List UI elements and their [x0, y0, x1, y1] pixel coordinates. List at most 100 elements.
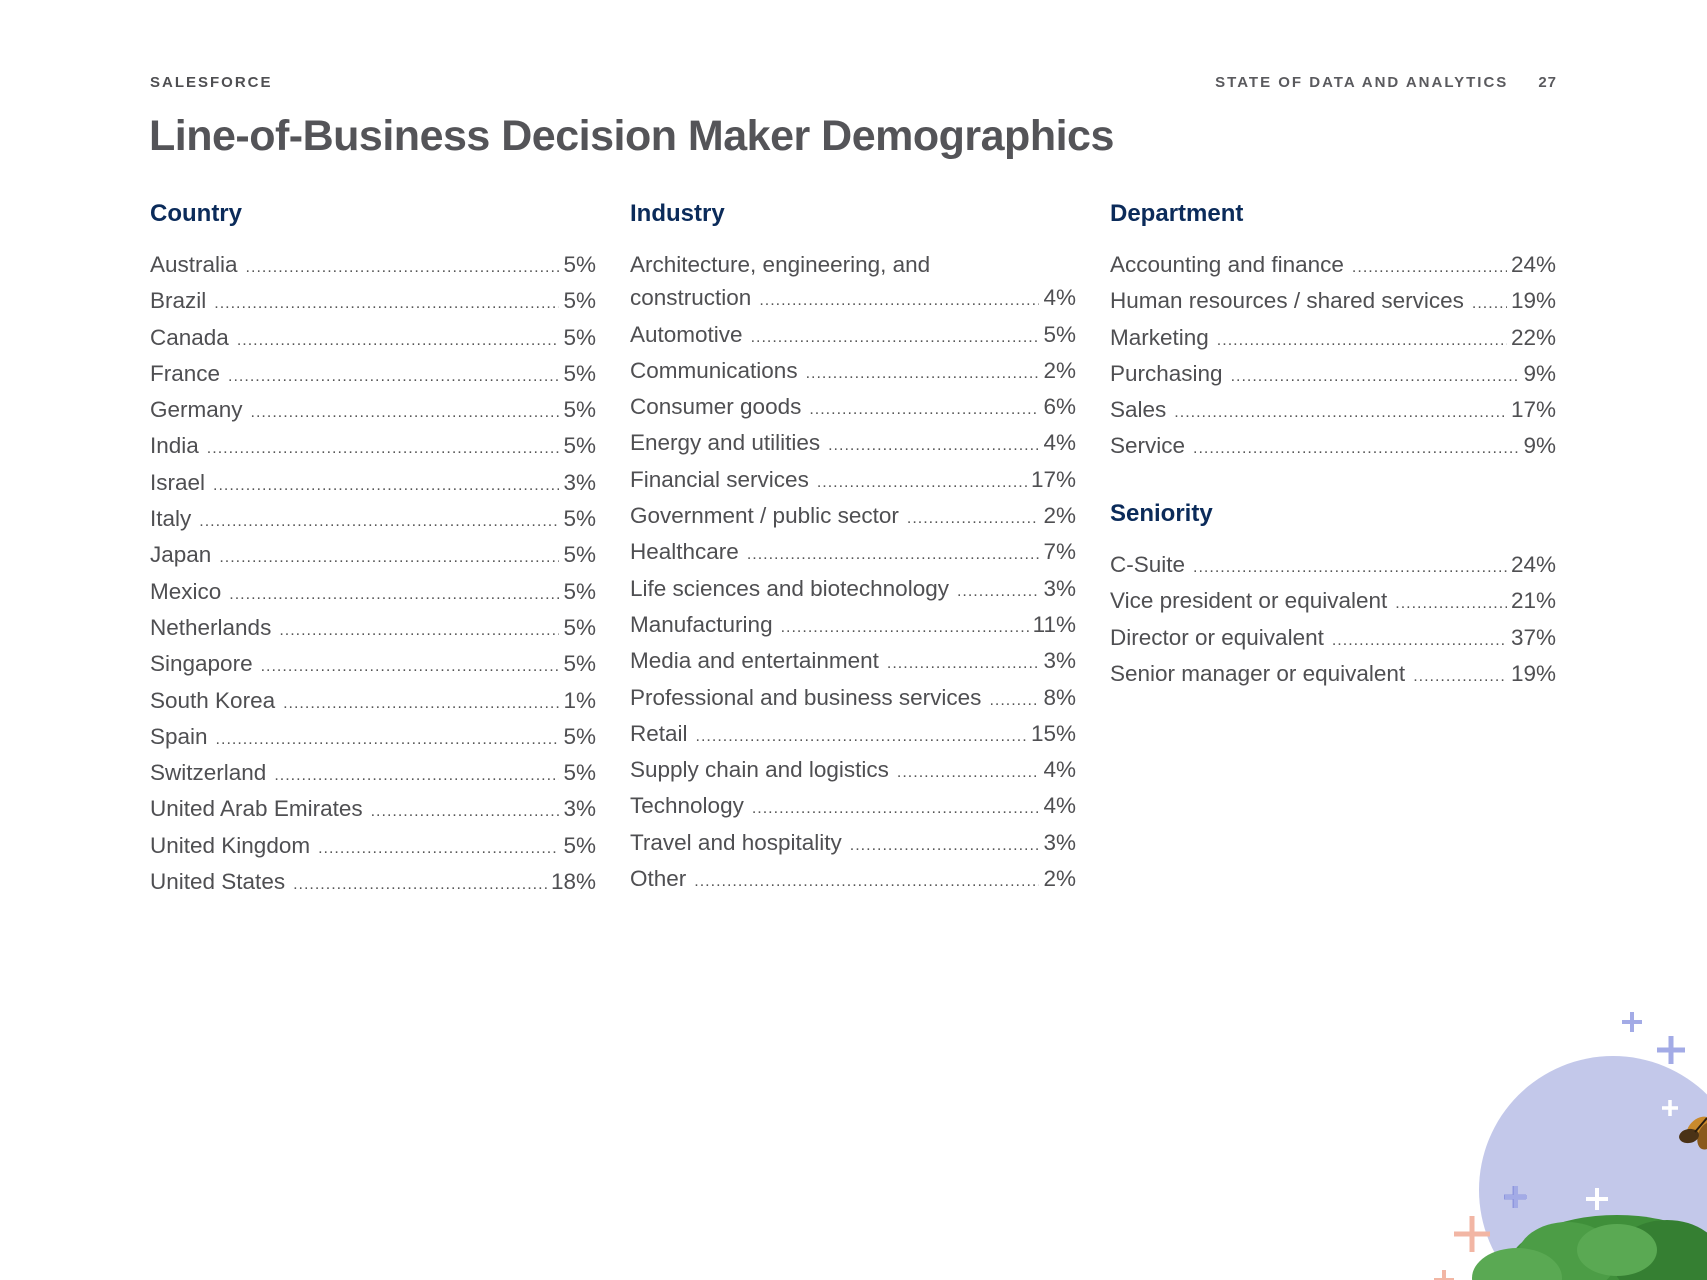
item-value: 3%: [1043, 648, 1076, 674]
item-value: 5%: [563, 542, 596, 568]
dot-leader: [752, 792, 1040, 825]
item-value: 5%: [563, 360, 596, 386]
list-item: Sales 17%: [1110, 393, 1556, 429]
item-value: 5%: [563, 614, 596, 640]
dot-leader: [246, 251, 560, 284]
item-value: 4%: [1043, 430, 1076, 456]
item-value: 3%: [563, 469, 596, 495]
item-label: Manufacturing: [630, 611, 773, 637]
item-label: Canada: [150, 324, 229, 350]
list-item: Canada 5%: [150, 321, 596, 357]
item-label: South Korea: [150, 687, 276, 713]
list-item: Brazil 5%: [150, 284, 596, 320]
list-item: Mexico 5%: [150, 575, 596, 611]
item-value: 2%: [1043, 866, 1076, 892]
dot-leader: [318, 832, 559, 865]
dot-leader: [828, 429, 1039, 462]
item-label: Energy and utilities: [630, 430, 821, 456]
list-item: Marketing 22%: [1110, 321, 1556, 357]
country-list: Australia5%Brazil5%Canada5%France5%Germa…: [150, 248, 596, 901]
list-item: construction 4%: [630, 281, 1076, 317]
dot-leader: [216, 723, 560, 756]
dot-leader: [1231, 360, 1520, 393]
item-value: 5%: [563, 433, 596, 459]
list-item: United Kingdom 5%: [150, 829, 596, 865]
list-item: Australia 5%: [150, 248, 596, 284]
item-label: construction: [630, 285, 752, 311]
list-item: India 5%: [150, 429, 596, 465]
item-label: Government / public sector: [630, 503, 899, 529]
item-label: Vice president or equivalent: [1110, 588, 1388, 614]
item-label: Israel: [150, 469, 206, 495]
list-item: Singapore 5%: [150, 647, 596, 683]
country-section: Country Australia5%Brazil5%Canada5%Franc…: [150, 198, 596, 901]
list-item: Energy and utilities 4%: [630, 426, 1076, 462]
item-value: 11%: [1032, 611, 1076, 637]
list-item: Japan 5%: [150, 538, 596, 574]
dot-leader: [1217, 324, 1507, 357]
dot-leader: [1472, 287, 1507, 320]
industry-list: construction 4% Automotive 5% Communications…: [630, 281, 1076, 898]
list-item: Consumer goods 6%: [630, 390, 1076, 426]
dot-leader: [274, 759, 559, 792]
item-label: Travel and hospitality: [630, 829, 842, 855]
item-value: 5%: [563, 651, 596, 677]
dot-leader: [817, 466, 1027, 499]
dot-leader: [809, 393, 1039, 426]
list-item: Senior manager or equivalent 19%: [1110, 657, 1556, 693]
item-label: Financial services: [630, 466, 809, 492]
item-label: United States: [150, 869, 286, 895]
report-title: STATE OF DATA AND ANALYTICS: [1215, 74, 1509, 91]
item-value: 17%: [1030, 466, 1076, 492]
dot-leader: [1174, 396, 1507, 429]
item-value: 5%: [563, 832, 596, 858]
dot-leader: [696, 720, 1027, 753]
item-value: 17%: [1510, 397, 1556, 423]
item-value: 5%: [563, 252, 596, 277]
dot-leader: [219, 541, 559, 574]
dot-leader: [1352, 251, 1507, 284]
list-item: Communications 2%: [630, 354, 1076, 390]
item-label: Japan: [150, 542, 212, 568]
item-value: 6%: [1043, 394, 1076, 420]
item-label: India: [150, 433, 199, 459]
item-value: 3%: [563, 796, 596, 822]
item-value: 9%: [1523, 360, 1556, 386]
country-heading: Country: [150, 200, 242, 227]
item-value: 8%: [1043, 684, 1076, 710]
item-value: 21%: [1510, 588, 1556, 614]
dot-leader: [207, 432, 560, 465]
item-value: 24%: [1510, 552, 1556, 577]
dot-leader: [237, 324, 560, 357]
list-item: Technology 4%: [630, 789, 1076, 825]
list-item: United Arab Emirates 3%: [150, 792, 596, 828]
page-title: Line-of-Business Decision Maker Demograp…: [149, 112, 1114, 160]
dot-leader: [199, 505, 559, 538]
industry-wrapped-label: Architecture, engineering, and: [630, 252, 931, 277]
dot-leader: [213, 469, 559, 502]
list-item: Retail 15%: [630, 717, 1076, 753]
item-label: Marketing: [1110, 324, 1209, 350]
list-item: Israel 3%: [150, 466, 596, 502]
item-value: 15%: [1030, 720, 1076, 746]
list-item: Human resources / shared services 19%: [1110, 284, 1556, 320]
item-label: United Arab Emirates: [150, 796, 363, 822]
report-header: STATE OF DATA AND ANALYTICS 27: [1215, 74, 1557, 91]
list-item: Vice president or equivalent 21%: [1110, 584, 1556, 620]
list-item: Spain 5%: [150, 720, 596, 756]
seniority-section: Seniority C-Suite 24% Vice president or eq…: [1110, 498, 1556, 693]
item-label: Supply chain and logistics: [630, 757, 889, 783]
item-value: 9%: [1523, 433, 1556, 459]
dot-leader: [1413, 660, 1507, 693]
item-label: Life sciences and biotechnology: [630, 575, 949, 601]
item-value: 2%: [1043, 503, 1076, 529]
dot-leader: [261, 650, 560, 683]
dot-leader: [907, 502, 1040, 535]
item-label: Professional and business services: [630, 684, 982, 710]
item-value: 2%: [1043, 357, 1076, 383]
list-item: Purchasing 9%: [1110, 357, 1556, 393]
list-item: Professional and business services 8%: [630, 681, 1076, 717]
dot-leader: [806, 357, 1040, 390]
item-value: 7%: [1043, 539, 1076, 565]
item-value: 37%: [1510, 624, 1556, 650]
